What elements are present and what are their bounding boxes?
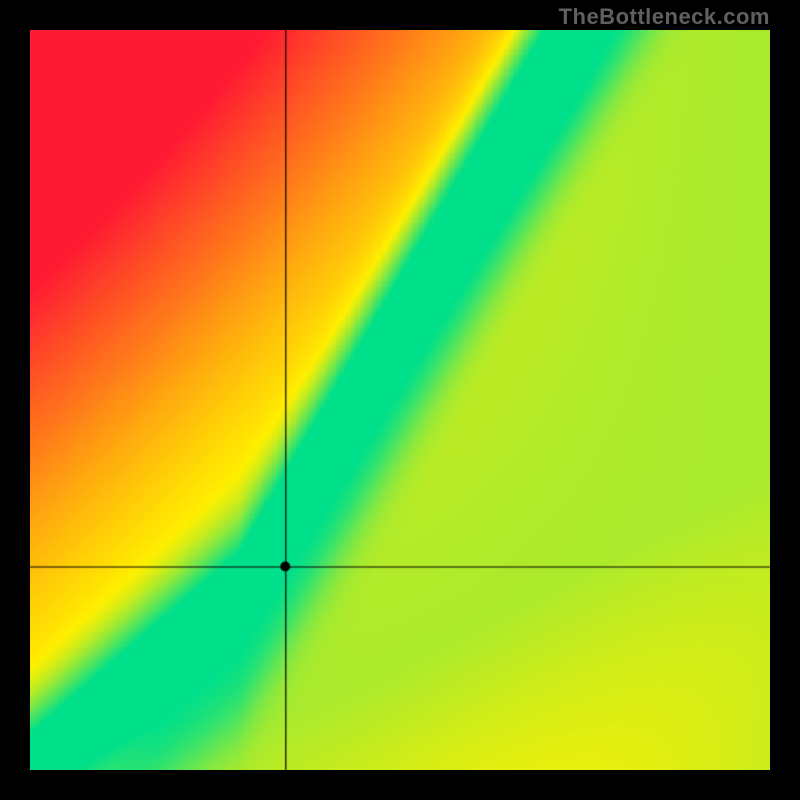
watermark-text: TheBottleneck.com [559, 4, 770, 30]
chart-stage: TheBottleneck.com [0, 0, 800, 800]
crosshair-overlay [30, 30, 770, 770]
